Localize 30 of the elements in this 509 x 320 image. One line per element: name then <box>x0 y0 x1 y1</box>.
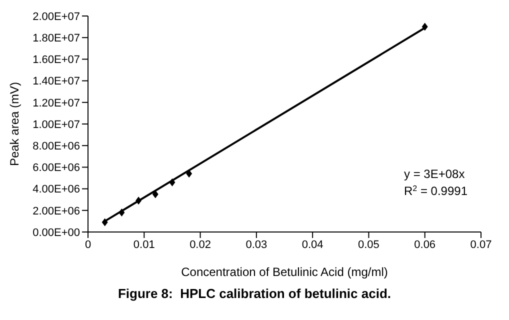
point <box>152 190 158 198</box>
y-tick-label: 1.20E+07 <box>32 97 80 110</box>
annotation: R$^{2}$ = 0.9991 <box>404 184 468 198</box>
y-tick-label: 1.80E+07 <box>32 32 80 45</box>
x-tick-label: 0 <box>84 238 92 251</box>
y-axis-title: Peak area (mV) <box>7 82 22 166</box>
point <box>102 218 108 226</box>
x-tick-label: 0.05 <box>358 238 380 251</box>
y-tick-label: 8.00E+06 <box>32 140 80 153</box>
text: Figure 8: HPLC calibration of betulinic acid. <box>116 286 392 301</box>
y-tick-label: 4.00E+06 <box>32 184 80 196</box>
x-tick-label: 0.04 <box>302 238 324 251</box>
x-axis-title: Concentration of Betulinic Acid (mg/ml) <box>181 265 388 279</box>
annotation: y = 3E+08x <box>404 167 465 181</box>
point <box>136 196 142 205</box>
point <box>422 22 428 31</box>
y-tick-label: 2.00E+07 <box>32 10 80 23</box>
y-tick-label: 6.00E+06 <box>32 162 80 174</box>
y-tick-label: 0.00E+00 <box>32 226 80 239</box>
x-tick-label: 0.06 <box>414 238 436 251</box>
x-tick-label: 0.07 <box>470 238 492 251</box>
x-tick-label: 0.03 <box>246 238 268 251</box>
x-tick-label: 0.01 <box>133 238 155 251</box>
point <box>169 178 176 186</box>
y-tick-label: 1.60E+07 <box>32 54 80 66</box>
point <box>118 208 125 217</box>
x-tick-label: 0.02 <box>190 238 211 251</box>
y-tick-label: 1.00E+07 <box>32 118 80 131</box>
y-tick-label: 2.00E+06 <box>32 205 80 218</box>
y-tick-label: 1.40E+07 <box>32 76 80 88</box>
